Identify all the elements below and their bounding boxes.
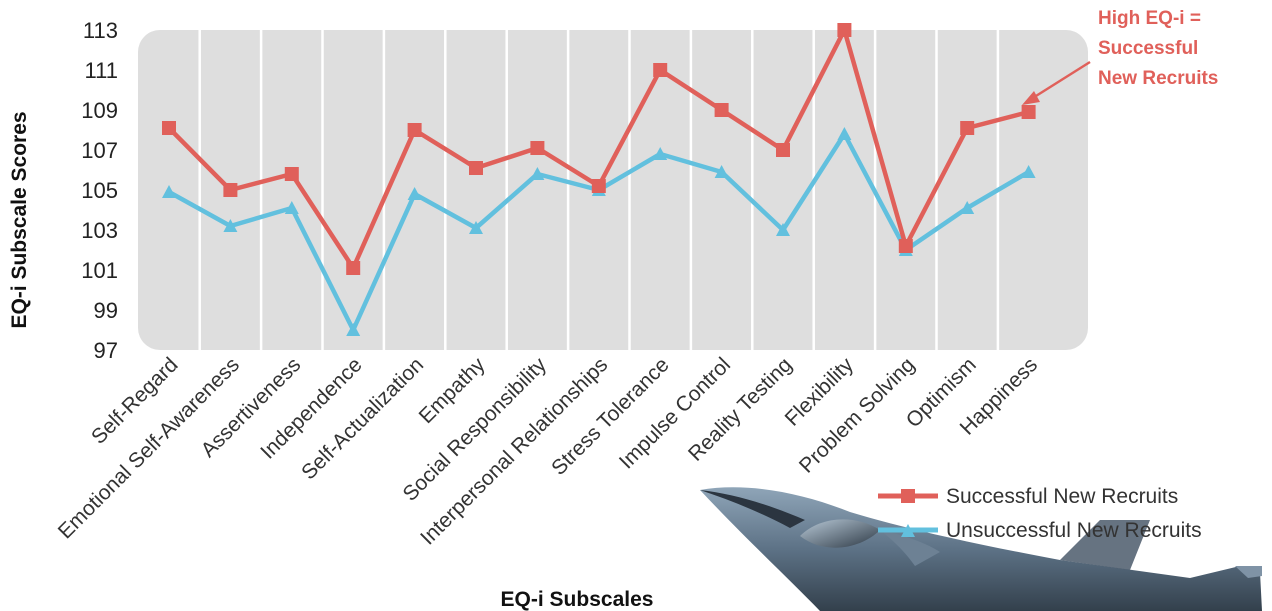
data-point-triangle bbox=[837, 127, 852, 140]
data-point-triangle bbox=[653, 147, 668, 160]
annotation-arrowhead bbox=[1022, 91, 1040, 105]
gridlines bbox=[198, 30, 1000, 350]
annotation-arrow bbox=[1027, 60, 1091, 103]
data-point-square bbox=[530, 141, 545, 155]
data-point-triangle bbox=[346, 323, 361, 336]
data-point-square bbox=[653, 63, 668, 77]
y-tick-label: 101 bbox=[81, 258, 118, 283]
annotation-line-3: New Recruits bbox=[1098, 68, 1218, 89]
fighter-jet-image bbox=[700, 487, 1262, 611]
x-category-label: Impulse Control bbox=[615, 353, 735, 473]
data-point-triangle bbox=[960, 201, 975, 214]
data-point-square bbox=[776, 143, 790, 157]
y-axis-title: EQ-i Subscale Scores bbox=[8, 111, 31, 328]
annotation-line-2: Successful bbox=[1098, 38, 1198, 59]
legend-item-successful: Successful New Recruits bbox=[878, 485, 1178, 508]
data-point-square bbox=[469, 161, 483, 175]
data-point-square bbox=[960, 121, 975, 135]
y-tick-label: 107 bbox=[81, 138, 118, 163]
series-successful bbox=[162, 23, 1036, 275]
data-point-square bbox=[407, 123, 422, 137]
data-point-square bbox=[346, 261, 361, 275]
data-point-triangle bbox=[469, 221, 483, 234]
x-category-label: Problem Solving bbox=[795, 353, 919, 477]
legend-label-successful: Successful New Recruits bbox=[946, 485, 1178, 508]
plot-area bbox=[138, 30, 1088, 350]
y-tick-label: 105 bbox=[81, 178, 118, 203]
data-point-square bbox=[1021, 105, 1036, 119]
legend-label-unsuccessful: Unsuccessful New Recruits bbox=[946, 519, 1202, 542]
annotation: High EQ-i = Successful New Recruits bbox=[1022, 8, 1218, 105]
y-axis-ticks: 97 99 101 103 105 107 109 111 113 bbox=[81, 18, 118, 363]
y-tick-label: 111 bbox=[85, 58, 118, 83]
y-tick-label: 113 bbox=[83, 18, 118, 43]
data-point-triangle bbox=[1021, 165, 1036, 178]
data-point-square bbox=[162, 121, 176, 135]
data-point-square bbox=[284, 167, 299, 181]
data-point-square bbox=[898, 239, 913, 253]
series-layer bbox=[162, 23, 1036, 336]
data-point-triangle bbox=[162, 185, 176, 198]
data-point-triangle bbox=[714, 165, 729, 178]
legend: Successful New Recruits Unsuccessful New… bbox=[878, 485, 1202, 542]
legend-square-marker bbox=[901, 489, 915, 503]
data-point-square bbox=[714, 103, 729, 117]
data-point-square bbox=[837, 23, 852, 37]
y-tick-label: 97 bbox=[94, 338, 118, 363]
legend-triangle-marker bbox=[901, 524, 915, 537]
y-tick-label: 103 bbox=[81, 218, 118, 243]
data-point-triangle bbox=[223, 219, 238, 232]
y-tick-label: 109 bbox=[81, 98, 118, 123]
annotation-line-1: High EQ-i = bbox=[1098, 8, 1201, 29]
x-axis-title: EQ-i Subscales bbox=[501, 588, 654, 611]
data-point-square bbox=[223, 183, 238, 197]
y-tick-label: 99 bbox=[94, 298, 118, 323]
legend-item-unsuccessful: Unsuccessful New Recruits bbox=[878, 519, 1202, 542]
data-point-triangle bbox=[407, 187, 422, 200]
data-point-square bbox=[591, 179, 606, 193]
data-point-triangle bbox=[530, 167, 545, 180]
data-point-triangle bbox=[284, 201, 299, 214]
data-point-triangle bbox=[776, 223, 790, 236]
